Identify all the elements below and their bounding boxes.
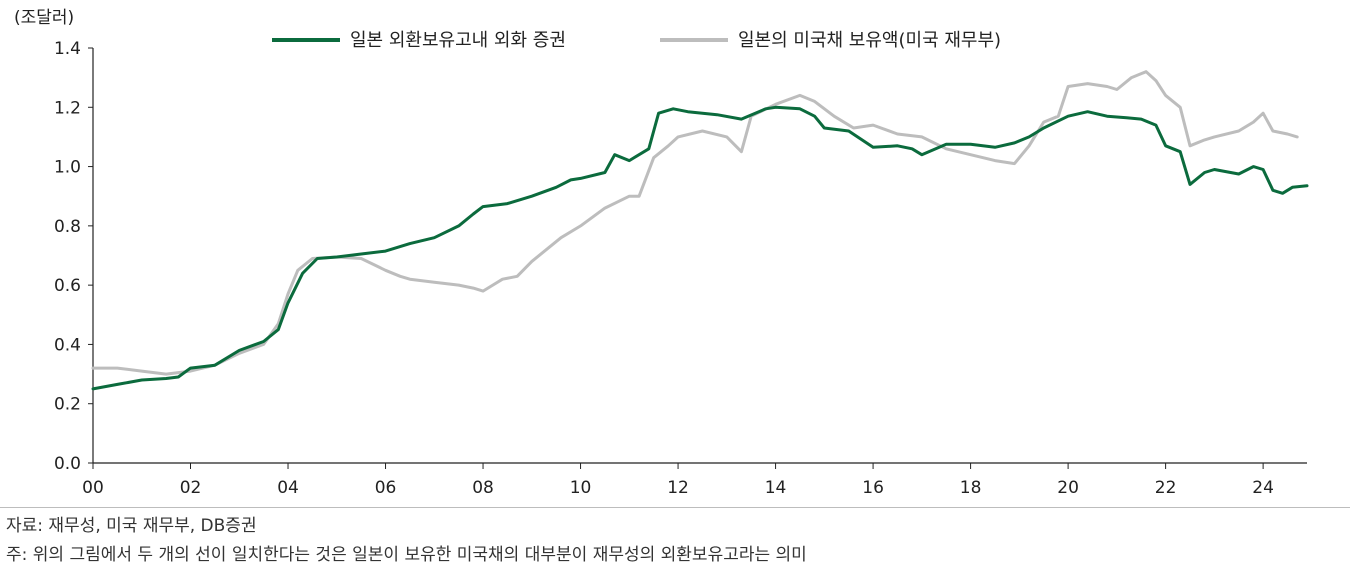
- x-tick-label: 08: [472, 478, 494, 498]
- source-note: 자료: 재무성, 미국 재무부, DB증권: [6, 516, 257, 536]
- y-axis: 0.0 0.2 0.4 0.6 0.8 1.0 1.2 1.4: [54, 39, 94, 474]
- x-tick-label: 10: [570, 478, 592, 498]
- x-tick-label: 14: [765, 478, 787, 498]
- y-tick-label: 0.0: [54, 454, 81, 474]
- x-tick-label: 20: [1057, 478, 1079, 498]
- y-tick-label: 0.8: [54, 217, 81, 237]
- footnote: 주: 위의 그림에서 두 개의 선이 일치한다는 것은 일본이 보유한 미국채의…: [6, 545, 807, 565]
- series-line-securities: [91, 105, 1309, 391]
- y-tick-label: 0.4: [54, 335, 81, 355]
- x-axis: 00 02 04 06 08 10 12 14 16 18 20 22 24: [82, 462, 1307, 498]
- y-tick-label: 0.2: [54, 395, 81, 415]
- x-tick-label: 04: [277, 478, 299, 498]
- y-unit-label: (조달러): [14, 8, 74, 28]
- x-tick-label: 22: [1155, 478, 1177, 498]
- x-tick-label: 16: [862, 478, 884, 498]
- y-tick-label: 1.2: [54, 98, 81, 118]
- y-tick-label: 0.6: [54, 276, 81, 296]
- series-layer: [91, 70, 1309, 391]
- line-chart: (조달러) 일본 외환보유고내 외화 증권 일본의 미국채 보유액(미국 재무부…: [14, 8, 1309, 498]
- legend-label-securities: 일본 외환보유고내 외화 증권: [350, 30, 566, 51]
- x-tick-label: 06: [375, 478, 397, 498]
- x-tick-label: 18: [960, 478, 982, 498]
- y-tick-label: 1.4: [54, 39, 81, 59]
- legend: 일본 외환보유고내 외화 증권 일본의 미국채 보유액(미국 재무부): [272, 30, 1001, 51]
- y-tick-label: 1.0: [54, 158, 81, 178]
- separator-line: [0, 507, 1350, 508]
- x-tick-label: 02: [180, 478, 202, 498]
- x-tick-label: 00: [82, 478, 104, 498]
- legend-label-treasuries: 일본의 미국채 보유액(미국 재무부): [738, 30, 1001, 51]
- x-tick-label: 24: [1252, 478, 1274, 498]
- x-tick-label: 12: [667, 478, 689, 498]
